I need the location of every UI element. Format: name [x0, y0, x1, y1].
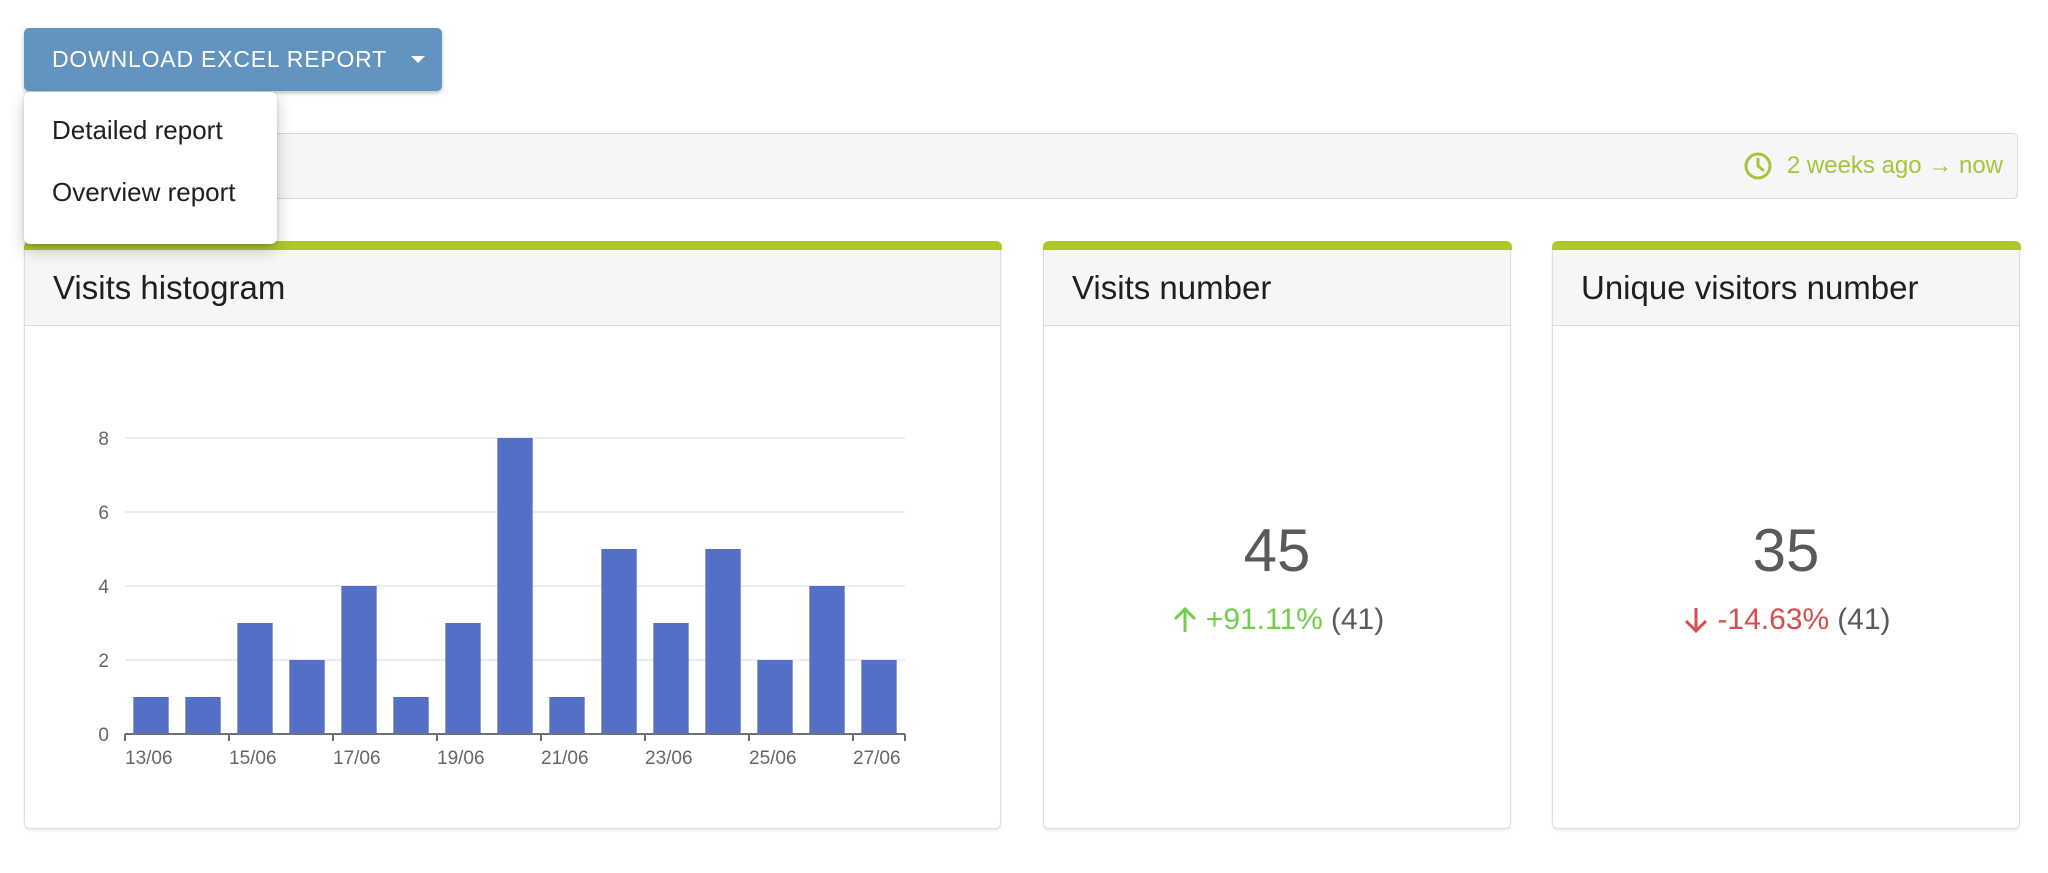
svg-text:15/06: 15/06 [229, 748, 277, 769]
histogram-bar [445, 623, 481, 734]
report-dropdown-menu: Detailed report Overview report [24, 92, 277, 244]
unique-visitors-card: Unique visitors number 35 -14.63% (41) [1551, 241, 2021, 829]
histogram-bar [237, 623, 273, 734]
filter-bar: 2 weeks ago → now [24, 133, 2018, 199]
svg-text:4: 4 [98, 577, 109, 598]
caret-down-icon [411, 56, 426, 63]
time-range-picker[interactable]: 2 weeks ago → now [1743, 134, 2003, 198]
svg-text:6: 6 [98, 503, 109, 524]
histogram-bar [705, 549, 741, 734]
histogram-bar [133, 697, 169, 734]
visits-number-card: Visits number 45 +91.11% (41) [1042, 241, 1512, 829]
histogram-bar [185, 697, 221, 734]
visits-previous-value: (41) [1330, 603, 1385, 636]
visits-value: 45 [1243, 517, 1311, 584]
card-title: Unique visitors number [1553, 250, 2019, 326]
card-accent-bar [1551, 241, 2021, 250]
unique-visitors-value: 35 [1752, 517, 1820, 584]
histogram-bar [497, 438, 533, 734]
histogram-bar [757, 660, 793, 734]
svg-text:27/06: 27/06 [853, 748, 901, 769]
histogram-bar [809, 586, 845, 734]
svg-text:0: 0 [98, 725, 109, 746]
download-excel-report-button[interactable]: DOWNLOAD EXCEL REPORT [24, 28, 442, 91]
card-title: Visits histogram [25, 250, 1000, 326]
histogram-bar [341, 586, 377, 734]
card-accent-bar [23, 241, 1002, 250]
svg-text:13/06: 13/06 [125, 748, 173, 769]
histogram-bar [601, 549, 637, 734]
visits-stat: 45 +91.11% (41) [1044, 521, 1510, 637]
histogram-bar [393, 697, 429, 734]
time-range-label: 2 weeks ago → now [1786, 152, 2003, 179]
download-button-label: DOWNLOAD EXCEL REPORT [52, 46, 388, 72]
unique-visitors-delta: -14.63% (41) [1553, 603, 2019, 637]
histogram-bar [653, 623, 689, 734]
card-accent-bar [1042, 241, 1512, 250]
histogram-bar [861, 660, 897, 734]
visits-delta: +91.11% (41) [1044, 603, 1510, 637]
visits-change-percent: +91.11% [1205, 603, 1323, 636]
arrow-down-icon [1685, 608, 1708, 634]
svg-text:8: 8 [98, 429, 109, 450]
arrow-up-icon [1173, 606, 1196, 632]
menu-item-detailed-report[interactable]: Detailed report [52, 115, 223, 145]
unique-visitors-previous-value: (41) [1837, 603, 1891, 636]
menu-item-overview-report[interactable]: Overview report [52, 177, 236, 207]
unique-visitors-change-percent: -14.63% [1717, 603, 1830, 636]
svg-text:19/06: 19/06 [437, 748, 485, 769]
visits-histogram-chart: 0 2 4 6 8 13/06 15/06 17/06 19/06 21/06 23/06 25/06… [98, 429, 906, 769]
svg-text:25/06: 25/06 [749, 748, 797, 769]
card-title: Visits number [1044, 250, 1510, 326]
svg-text:17/06: 17/06 [333, 748, 381, 769]
unique-visitors-stat: 35 -14.63% (41) [1553, 521, 2019, 637]
svg-text:23/06: 23/06 [645, 748, 693, 769]
svg-text:2: 2 [98, 651, 109, 672]
visits-histogram-card: Visits histogram 0 2 4 6 8 13/06 15/06 17/06 19/… [23, 241, 1002, 829]
histogram-bar [549, 697, 585, 734]
svg-text:21/06: 21/06 [541, 748, 589, 769]
histogram-bar [289, 660, 325, 734]
clock-icon [1744, 152, 1772, 180]
